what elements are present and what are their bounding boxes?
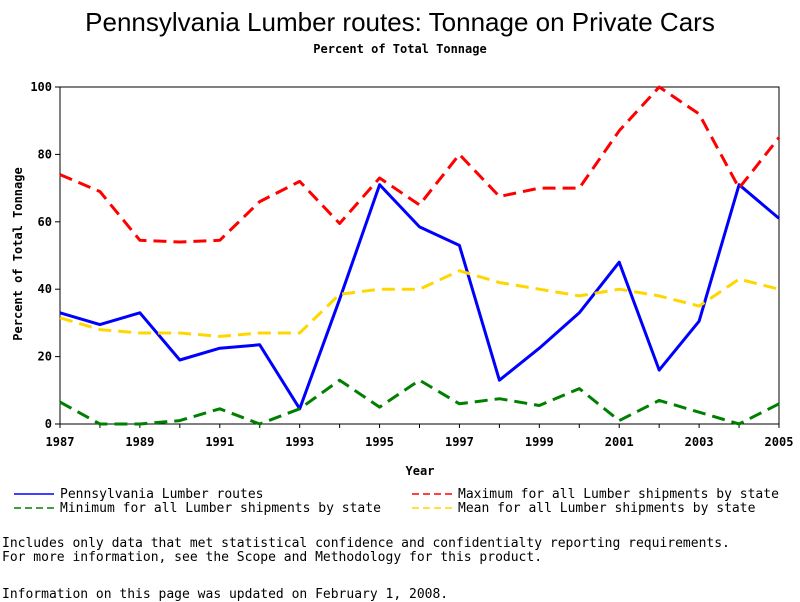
x-tick-label: 1997 <box>445 435 474 449</box>
confidence-note: Includes only data that met statistical … <box>2 536 730 551</box>
x-axis-label: Year <box>406 464 435 478</box>
series-line-1 <box>59 183 780 411</box>
x-tick-label: 2005 <box>765 435 794 449</box>
legend-label-1: Pennsylvania Lumber routes <box>60 487 264 502</box>
y-axis-label: Percent of Total Tonnage <box>11 167 25 340</box>
x-tick-label: 1991 <box>205 435 234 449</box>
series-line-2 <box>59 85 781 244</box>
x-tick-label: 1999 <box>525 435 554 449</box>
x-tick-label: 2001 <box>605 435 634 449</box>
y-tick-label: 80 <box>38 147 52 161</box>
chart-subtitle: Percent of Total Tonnage <box>313 42 486 56</box>
y-tick-label: 20 <box>38 350 52 364</box>
legend-label-2: Maximum for all Lumber shipments by stat… <box>458 487 779 502</box>
y-tick-label: 0 <box>45 417 52 431</box>
y-tick-label: 100 <box>30 80 52 94</box>
update-note: Information on this page was updated on … <box>2 587 449 602</box>
y-tick-label: 40 <box>38 282 52 296</box>
x-tick-label: 2003 <box>685 435 714 449</box>
x-tick-label: 1995 <box>365 435 394 449</box>
x-tick-label: 1989 <box>125 435 154 449</box>
x-tick-label: 1993 <box>285 435 314 449</box>
series-line-4 <box>59 269 780 338</box>
x-tick-label: 1987 <box>46 435 75 449</box>
plot-area: 0 20 40 60 80 100 1987 1989 1991 1993 1995 1997 1999… <box>30 80 793 449</box>
legend-label-4: Mean for all Lumber shipments by state <box>458 501 756 516</box>
chart-title: Pennsylvania Lumber routes: Tonnage on P… <box>85 7 715 37</box>
series-line-3 <box>59 378 780 426</box>
plot-frame <box>59 86 780 425</box>
y-tick-label: 60 <box>38 215 52 229</box>
legend-label-3: Minimum for all Lumber shipments by stat… <box>60 501 381 516</box>
methodology-note: For more information, see the Scope and … <box>2 550 543 565</box>
